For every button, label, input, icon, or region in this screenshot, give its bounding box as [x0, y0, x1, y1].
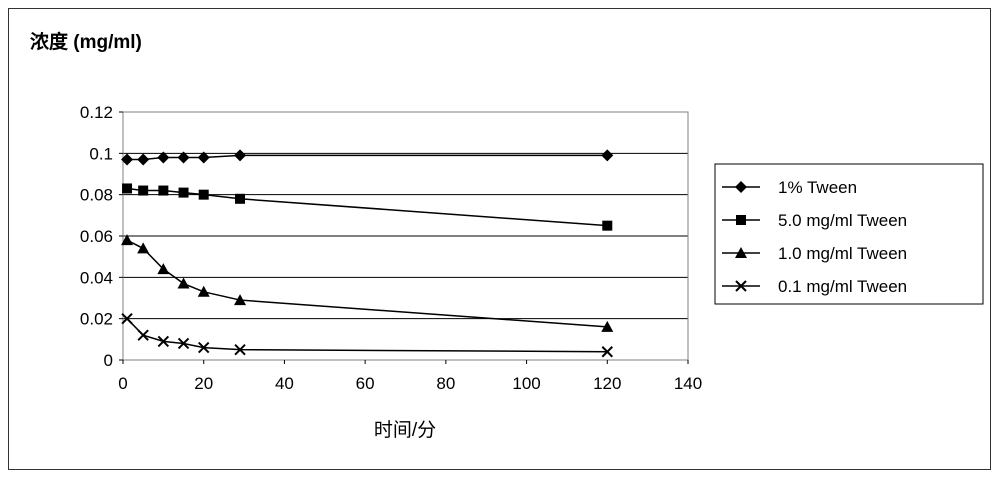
data-point	[198, 189, 209, 200]
y-tick-label: 0.04	[80, 268, 113, 287]
x-marker-stroke	[198, 341, 210, 354]
data-point	[601, 320, 614, 332]
data-point	[234, 149, 247, 162]
data-point	[601, 346, 613, 358]
x-marker-stroke	[601, 346, 613, 358]
x-tick-label: 140	[674, 374, 702, 393]
x-marker-stroke	[177, 337, 190, 350]
y-tick-label: 0.06	[80, 227, 113, 246]
data-point	[177, 277, 190, 289]
data-point	[178, 187, 189, 198]
data-point	[121, 153, 134, 166]
legend-item: 1.0 mg/ml Tween	[722, 244, 907, 263]
x-marker-stroke	[137, 329, 149, 341]
series-1	[121, 149, 614, 166]
x-tick-label: 0	[118, 374, 127, 393]
series-line	[126, 239, 608, 328]
y-tick-label: 0.12	[80, 103, 113, 122]
x-tick-label: 20	[194, 374, 213, 393]
y-tick-label: 0	[104, 351, 113, 370]
legend-item: 0.1 mg/ml Tween	[722, 277, 907, 296]
x-axis-label: 时间/分	[374, 419, 436, 441]
legend-label: 0.1 mg/ml Tween	[778, 277, 907, 296]
x-tick-label: 100	[512, 374, 540, 393]
x-marker-stroke	[234, 343, 246, 356]
x-marker-stroke	[157, 335, 170, 348]
data-point	[602, 220, 613, 231]
data-point	[137, 329, 149, 341]
y-tick-label: 0.1	[89, 144, 113, 163]
x-tick-label: 80	[436, 374, 455, 393]
series-2	[122, 183, 613, 231]
series-3	[121, 234, 614, 332]
legend-item: 1% Tween	[722, 178, 857, 197]
data-point	[235, 193, 246, 204]
series-4	[121, 312, 613, 358]
legend-marker	[735, 280, 747, 292]
y-axis-label: 浓度 (mg/ml)	[30, 30, 142, 53]
data-point	[177, 337, 190, 350]
data-point	[137, 153, 150, 166]
data-point	[121, 234, 134, 246]
data-point	[601, 149, 614, 162]
data-point	[157, 151, 170, 164]
legend-marker	[736, 215, 746, 225]
data-point	[137, 242, 150, 254]
x-tick-label: 60	[356, 374, 375, 393]
data-point	[197, 151, 210, 164]
data-point	[121, 312, 133, 325]
series-line	[126, 318, 608, 353]
data-point	[138, 185, 149, 196]
y-axis-ticks: 0 0.02 0.04 0.06 0.08 0.1 0.12	[80, 103, 123, 370]
y-tick-label: 0.02	[80, 310, 113, 329]
data-point	[234, 294, 247, 306]
data-point	[122, 183, 133, 194]
y-tick-label: 0.08	[80, 186, 113, 205]
legend-item: 5.0 mg/ml Tween	[722, 211, 907, 230]
data-point	[157, 335, 170, 348]
x-tick-label: 120	[593, 374, 621, 393]
data-point	[177, 151, 190, 164]
series-group	[121, 149, 614, 358]
data-point	[157, 263, 170, 275]
legend-label: 1.0 mg/ml Tween	[778, 244, 907, 263]
x-axis-ticks: 0 20 40 60 80 100 120 140	[118, 360, 702, 393]
legend: 1% Tween 5.0 mg/ml Tween 1.0 mg/ml Tween 0.…	[714, 163, 984, 305]
data-point	[234, 343, 246, 356]
data-point	[158, 185, 169, 196]
x-marker-stroke	[121, 312, 133, 325]
legend-label: 1% Tween	[778, 178, 857, 197]
x-marker-stroke	[735, 280, 747, 292]
data-point	[197, 285, 210, 297]
legend-marker	[735, 247, 747, 258]
gridlines	[123, 152, 688, 320]
legend-label: 5.0 mg/ml Tween	[778, 211, 907, 230]
data-point	[198, 341, 210, 354]
legend-marker	[735, 181, 747, 193]
x-tick-label: 40	[275, 374, 294, 393]
